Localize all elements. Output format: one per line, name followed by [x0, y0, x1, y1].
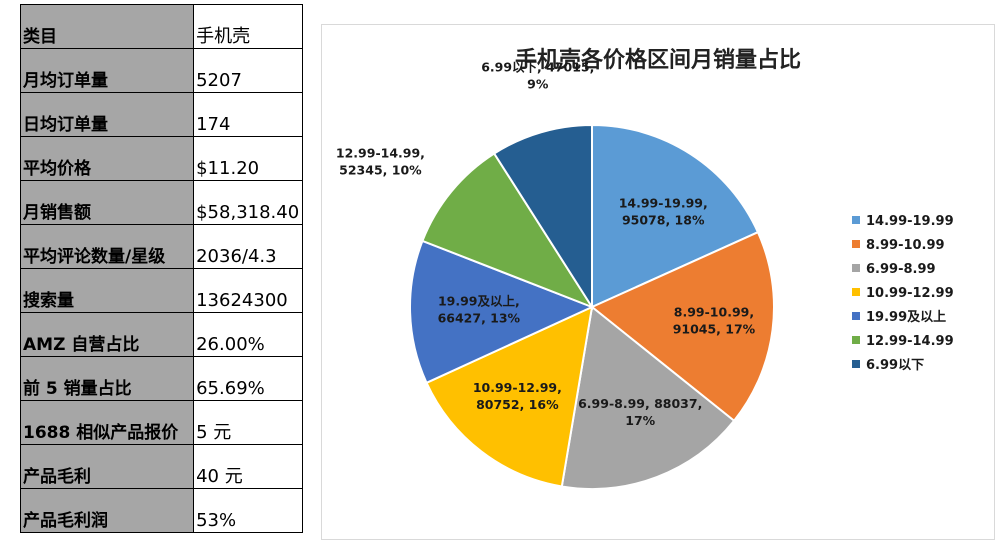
legend-swatch: [852, 336, 860, 344]
pie-data-label-line: 12.99-14.99,: [336, 146, 425, 161]
legend-swatch: [852, 288, 860, 296]
pie-data-label: 6.99-8.99, 88037, 17%: [578, 396, 702, 428]
stats-value-cell: 13624300: [193, 268, 303, 313]
stats-key-cell: 日均订单量: [19, 92, 195, 137]
stats-value-cell: 65.69%: [193, 356, 303, 401]
stats-value-cell: $58,318.40: [193, 180, 303, 225]
legend-label: 6.99以下: [866, 358, 924, 373]
stats-row: 产品毛利 40 元: [19, 444, 303, 489]
legend-swatch: [852, 240, 860, 248]
legend-label: 10.99-12.99: [866, 286, 954, 301]
pie-slice: [560, 305, 736, 490]
legend-label: 14.99-19.99: [866, 214, 954, 229]
pie-data-label-line: 91045, 17%: [673, 322, 756, 337]
stats-value-cell: 2036/4.3: [193, 224, 303, 269]
pie-data-label-line: 10.99-12.99,: [473, 380, 562, 395]
pie-data-label-line: 6.99以下, 47015,: [481, 59, 594, 74]
stats-key-cell: 搜索量: [19, 268, 195, 313]
stats-table-body: 类目 手机壳 月均订单量 5207 日均订单量 174 平均价格 $11.20 月销售额 $58,…: [19, 4, 303, 533]
pie-data-label-line: 6.99-8.99, 88037,: [578, 396, 702, 411]
stats-value-cell: 53%: [193, 488, 303, 533]
pie-slices: [409, 123, 775, 490]
stats-value-cell: 5 元: [193, 400, 303, 445]
pie-data-label: 10.99-12.99, 80752, 16%: [473, 380, 562, 412]
stats-value-cell: 26.00%: [193, 312, 303, 357]
stats-row: 搜索量 13624300: [19, 268, 303, 313]
pie-slice: [492, 123, 593, 311]
pie-data-label-line: 95078, 18%: [622, 213, 705, 228]
stats-row: 日均订单量 174: [19, 92, 303, 137]
pie-slice: [590, 230, 775, 423]
stats-row: 1688 相似产品报价 5 元: [19, 400, 303, 445]
legend-swatch: [852, 216, 860, 224]
pie-data-labels: 14.99-19.99, 95078, 18% 8.99-10.99, 91045, …: [336, 59, 756, 428]
stats-key-cell: 平均价格: [19, 136, 195, 181]
stats-table: 类目 手机壳 月均订单量 5207 日均订单量 174 平均价格 $11.20 月销售额 $58,…: [19, 4, 303, 533]
pie-data-label-line: 80752, 16%: [476, 397, 559, 412]
stats-key-cell: 1688 相似产品报价: [19, 400, 195, 445]
stats-row: 产品毛利润 53%: [19, 488, 303, 533]
legend-label: 12.99-14.99: [866, 334, 954, 349]
pie-chart: 手机壳各价格区间月销量占比 14.99-19.99, 95078, 18% 8.99…: [336, 47, 954, 490]
pie-chart-panel: 手机壳各价格区间月销量占比 14.99-19.99, 95078, 18% 8.99…: [321, 24, 995, 540]
pie-data-label: 8.99-10.99, 91045, 17%: [673, 305, 756, 337]
legend-swatch: [852, 264, 860, 272]
pie-data-label: 19.99及以上, 66427, 13%: [438, 294, 521, 326]
chart-legend: 14.99-19.99 8.99-10.99 6.99-8.99 10.99-12.9…: [852, 214, 954, 373]
stats-value-cell: 手机壳: [193, 4, 303, 49]
pie-data-label-line: 66427, 13%: [438, 311, 521, 326]
stats-key-cell: 月均订单量: [19, 48, 195, 93]
stats-key-cell: 平均评论数量/星级: [19, 224, 195, 269]
stats-value-cell: 40 元: [193, 444, 303, 489]
stats-key-cell: AMZ 自营占比: [19, 312, 195, 357]
chart-title: 手机壳各价格区间月销量占比: [515, 47, 801, 73]
stats-value-cell: 5207: [193, 48, 303, 93]
stats-value-cell: $11.20: [193, 136, 303, 181]
stats-row: 月销售额 $58,318.40: [19, 180, 303, 225]
pie-data-label: 14.99-19.99, 95078, 18%: [619, 196, 708, 228]
stats-key-cell: 产品毛利润: [19, 488, 195, 533]
legend-swatch: [852, 312, 860, 320]
pie-data-label-line: 9%: [527, 76, 549, 91]
pie-data-label-line: 52345, 10%: [339, 163, 422, 178]
stats-key-cell: 月销售额: [19, 180, 195, 225]
stats-row: AMZ 自营占比 26.00%: [19, 312, 303, 357]
pie-data-label: 12.99-14.99, 52345, 10%: [336, 146, 425, 178]
stats-row: 月均订单量 5207: [19, 48, 303, 93]
legend-label: 8.99-10.99: [866, 238, 945, 253]
pie-slice: [409, 239, 595, 385]
stats-row: 平均评论数量/星级 2036/4.3: [19, 224, 303, 269]
pie-slice: [591, 123, 760, 309]
legend-label: 19.99及以上: [866, 310, 946, 325]
pie-data-label-line: 8.99-10.99,: [674, 305, 754, 320]
stats-key-cell: 产品毛利: [19, 444, 195, 489]
stats-row: 平均价格 $11.20: [19, 136, 303, 181]
legend-label: 6.99-8.99: [866, 262, 936, 277]
pie-data-label-line: 17%: [625, 413, 655, 428]
pie-data-label-line: 14.99-19.99,: [619, 196, 708, 211]
pie-data-label-line: 19.99及以上,: [438, 294, 520, 309]
legend-swatch: [852, 360, 860, 368]
stats-key-cell: 前 5 销量占比: [19, 356, 195, 401]
stats-row: 类目 手机壳: [19, 4, 303, 49]
pie-slice: [425, 305, 594, 488]
stats-row: 前 5 销量占比 65.69%: [19, 356, 303, 401]
stats-key-cell: 类目: [19, 4, 195, 49]
pie-data-label: 6.99以下, 47015, 9%: [481, 59, 594, 91]
stats-value-cell: 174: [193, 92, 303, 137]
pie-slice: [421, 152, 595, 310]
